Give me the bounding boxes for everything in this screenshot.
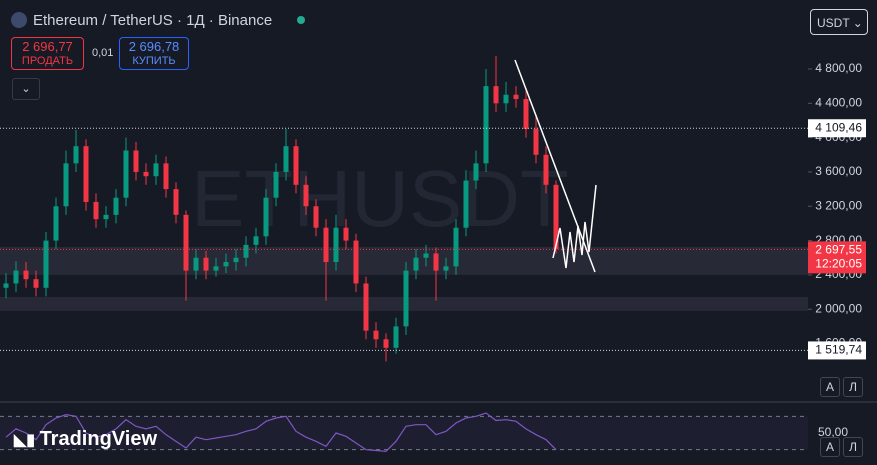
candle-body bbox=[173, 189, 179, 215]
candle-body bbox=[363, 283, 369, 331]
symbol-title: Ethereum / TetherUS · 1Д · Binance bbox=[33, 12, 273, 29]
level-label: 4 109,46 bbox=[815, 120, 862, 134]
countdown: 12:20:05 bbox=[815, 257, 862, 271]
candle-body bbox=[3, 283, 9, 288]
spread: 0,01 bbox=[92, 47, 114, 59]
candle-body bbox=[393, 326, 399, 348]
candle-body bbox=[473, 163, 479, 181]
price-axis bbox=[808, 0, 877, 400]
candle-body bbox=[333, 227, 339, 263]
candle-body bbox=[343, 227, 349, 241]
logo-text: TradingView bbox=[39, 428, 158, 450]
candle-body bbox=[543, 154, 549, 185]
candle-body bbox=[223, 262, 229, 267]
candle-body bbox=[293, 146, 299, 185]
candle-body bbox=[103, 214, 109, 220]
level-label-box bbox=[808, 119, 866, 138]
candle-body bbox=[463, 180, 469, 228]
sell-price: 2 696,77 bbox=[22, 39, 73, 54]
level-label-box bbox=[808, 341, 866, 360]
y-tick-label: 4 800,00 bbox=[815, 61, 862, 75]
candle-body bbox=[273, 171, 279, 198]
candle-body bbox=[23, 270, 29, 280]
projection bbox=[552, 184, 597, 269]
candle-body bbox=[523, 99, 529, 130]
candle-body bbox=[443, 266, 449, 271]
candle-body bbox=[373, 330, 379, 340]
y-tick-label: 2 000,00 bbox=[815, 301, 862, 315]
auto-button[interactable]: A bbox=[820, 437, 840, 457]
candle-body bbox=[353, 240, 359, 284]
currency-select[interactable]: USDT ⌄ bbox=[810, 9, 868, 35]
log-button[interactable]: Л bbox=[843, 377, 863, 397]
candle-body bbox=[113, 197, 119, 215]
y-tick-label: 3 200,00 bbox=[815, 198, 862, 212]
candle-body bbox=[153, 163, 159, 177]
zone bbox=[0, 247, 808, 275]
candle-body bbox=[233, 257, 239, 263]
buy-label: КУПИТЬ bbox=[132, 55, 176, 67]
candle-body bbox=[253, 236, 259, 245]
status-dot bbox=[297, 16, 305, 24]
rsi-line bbox=[5, 412, 557, 452]
y-tick-label: 4 400,00 bbox=[815, 95, 862, 109]
logo: ◣▮ TradingView bbox=[14, 428, 158, 450]
candle-body bbox=[283, 146, 289, 172]
log-button[interactable]: Л bbox=[843, 437, 863, 457]
candle-body bbox=[303, 184, 309, 207]
candle-body bbox=[243, 244, 249, 258]
sell-button[interactable]: 2 696,77 ПРОДАТЬ bbox=[11, 37, 84, 70]
candle-body bbox=[63, 163, 69, 207]
rsi-band-fill bbox=[0, 416, 808, 450]
candle-body bbox=[13, 270, 19, 284]
candle-body bbox=[203, 257, 209, 271]
candle-body bbox=[433, 253, 439, 271]
watermark: ETHUSDT bbox=[191, 154, 569, 243]
y-tick-label: 3 600,00 bbox=[815, 164, 862, 178]
candle-body bbox=[123, 150, 129, 198]
rsi-tick-label: 50,00 bbox=[818, 425, 848, 439]
candle-body bbox=[53, 206, 59, 241]
trend-line bbox=[514, 59, 596, 273]
candle-body bbox=[73, 146, 79, 164]
candle-body bbox=[83, 146, 89, 202]
candle-body bbox=[453, 227, 459, 267]
candle-body bbox=[383, 339, 389, 348]
candle-body bbox=[193, 257, 199, 271]
currency: USDT bbox=[817, 16, 850, 30]
last-price-label: 2 697,55 bbox=[815, 243, 862, 257]
level-label: 1 519,74 bbox=[815, 343, 862, 357]
candle-body bbox=[143, 171, 149, 177]
candle-body bbox=[533, 129, 539, 155]
candle-body bbox=[553, 184, 559, 250]
collapse-button[interactable]: ⌄ bbox=[12, 78, 40, 100]
candle-body bbox=[163, 163, 169, 190]
candle-body bbox=[93, 201, 99, 220]
candle-body bbox=[503, 94, 509, 104]
sell-label: ПРОДАТЬ bbox=[21, 55, 74, 67]
symbol-icon bbox=[11, 12, 27, 28]
candle-body bbox=[423, 253, 429, 258]
candle-body bbox=[213, 266, 219, 271]
auto-button[interactable]: A bbox=[820, 377, 840, 397]
candle-body bbox=[183, 214, 189, 271]
candle-body bbox=[403, 270, 409, 327]
candle-body bbox=[483, 86, 489, 164]
candle-body bbox=[323, 227, 329, 263]
candle-body bbox=[313, 206, 319, 228]
candle-body bbox=[33, 279, 39, 288]
candle-body bbox=[133, 150, 139, 172]
buy-button[interactable]: 2 696,78 КУПИТЬ bbox=[119, 37, 189, 70]
last-price-box bbox=[808, 241, 866, 274]
candle-body bbox=[513, 94, 519, 100]
buy-price: 2 696,78 bbox=[128, 39, 180, 54]
candle-body bbox=[263, 197, 269, 237]
candle-body bbox=[493, 86, 499, 104]
candle-body bbox=[43, 240, 49, 288]
candle-body bbox=[413, 257, 419, 271]
